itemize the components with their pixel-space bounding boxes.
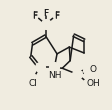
Text: Cl: Cl bbox=[29, 79, 38, 88]
Text: NH: NH bbox=[47, 71, 61, 80]
Text: F: F bbox=[54, 12, 59, 21]
Text: O: O bbox=[89, 64, 96, 73]
Text: OH: OH bbox=[86, 79, 100, 88]
Text: O: O bbox=[89, 65, 96, 74]
Text: Cl: Cl bbox=[29, 79, 38, 88]
Text: F: F bbox=[43, 9, 48, 18]
Text: NH: NH bbox=[47, 71, 61, 80]
Text: F: F bbox=[31, 11, 37, 20]
Text: F: F bbox=[43, 9, 48, 18]
Text: F: F bbox=[54, 11, 59, 20]
Text: F: F bbox=[31, 12, 37, 21]
Text: OH: OH bbox=[86, 79, 100, 88]
